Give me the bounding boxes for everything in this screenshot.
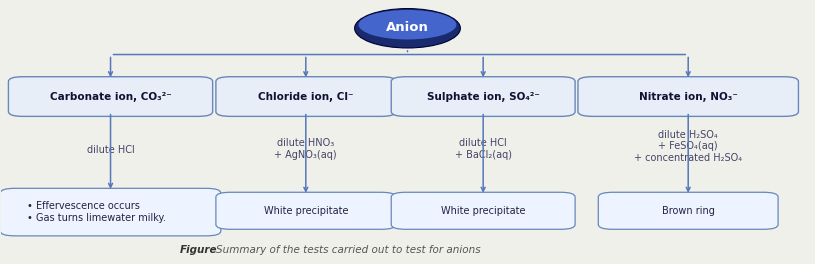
Text: dilute HNO₃
+ AgNO₃(aq): dilute HNO₃ + AgNO₃(aq) [275, 138, 337, 160]
Ellipse shape [359, 10, 456, 40]
Text: Figure: Figure [179, 246, 217, 256]
Text: dilute HCl
+ BaCl₂(aq): dilute HCl + BaCl₂(aq) [455, 138, 512, 160]
Text: Summary of the tests carried out to test for anions: Summary of the tests carried out to test… [216, 246, 481, 256]
Text: Anion: Anion [386, 21, 429, 34]
FancyBboxPatch shape [216, 77, 396, 116]
FancyBboxPatch shape [391, 192, 575, 229]
Text: Sulphate ion, SO₄²⁻: Sulphate ion, SO₄²⁻ [427, 92, 540, 102]
FancyBboxPatch shape [8, 77, 213, 116]
Text: dilute H₂SO₄
+ FeSO₄(aq)
+ concentrated H₂SO₄: dilute H₂SO₄ + FeSO₄(aq) + concentrated … [634, 130, 742, 163]
Text: Chloride ion, Cl⁻: Chloride ion, Cl⁻ [258, 92, 354, 102]
Text: Carbonate ion, CO₃²⁻: Carbonate ion, CO₃²⁻ [50, 92, 171, 102]
FancyBboxPatch shape [598, 192, 778, 229]
FancyBboxPatch shape [578, 77, 799, 116]
FancyBboxPatch shape [391, 77, 575, 116]
Text: White precipitate: White precipitate [441, 206, 526, 216]
Ellipse shape [355, 8, 460, 48]
FancyBboxPatch shape [0, 188, 221, 236]
Text: White precipitate: White precipitate [263, 206, 348, 216]
Text: • Effervescence occurs
• Gas turns limewater milky.: • Effervescence occurs • Gas turns limew… [27, 201, 166, 223]
Text: dilute HCl: dilute HCl [86, 145, 134, 155]
FancyBboxPatch shape [216, 192, 396, 229]
Text: Nitrate ion, NO₃⁻: Nitrate ion, NO₃⁻ [639, 92, 738, 102]
Text: Brown ring: Brown ring [662, 206, 715, 216]
